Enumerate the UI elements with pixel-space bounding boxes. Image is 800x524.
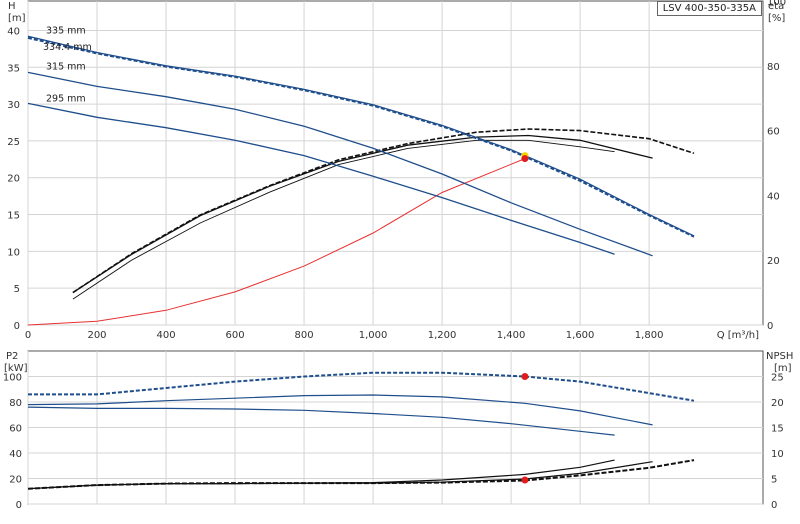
x-tick-label: 400 (156, 330, 175, 341)
head-tick-label: 5 (14, 284, 20, 295)
system-curve (27, 158, 526, 326)
npsh-tick-label: 5 (771, 475, 777, 486)
power-tick-label: 80 (9, 398, 22, 409)
eta-tick-label: 0 (767, 321, 773, 332)
power-curve (27, 394, 653, 426)
head-tick-label: 30 (7, 100, 20, 111)
x-tick-label: 0 (25, 330, 31, 341)
x-tick-label: 600 (225, 330, 244, 341)
power-tick-label: 20 (9, 475, 22, 486)
duty-point (521, 155, 529, 163)
duty-point (521, 476, 529, 484)
power-curve (28, 371, 695, 402)
power-tick-label: 40 (9, 449, 22, 460)
head-tick-label: 40 (7, 26, 20, 37)
x-tick-label: 200 (87, 330, 106, 341)
npsh-tick-label: 0 (771, 500, 777, 511)
head-tick-label: 0 (14, 321, 20, 332)
eta-tick-label: 20 (767, 256, 780, 267)
eta-tick-label: 60 (767, 127, 780, 138)
head-curve-label: 295 mm (46, 93, 86, 104)
npsh-tick-label: 10 (771, 449, 784, 460)
head-curve (27, 102, 615, 255)
duty-point (521, 373, 529, 380)
npsh-tick-label: 25 (771, 373, 784, 384)
x-tick-label: 1,800 (635, 330, 664, 341)
power-axis-unit: [kW] (4, 363, 28, 374)
eta-tick-label: 40 (767, 191, 780, 202)
head-curve-label: 315 mm (46, 61, 86, 72)
power-curve (27, 406, 615, 436)
head-tick-label: 10 (7, 247, 20, 258)
x-tick-label: 800 (295, 330, 314, 341)
head-curve-label: 335 mm (46, 25, 86, 36)
power-axis-title: P2 (6, 351, 18, 362)
x-axis-title: Q [m³/h] (717, 330, 759, 341)
power-tick-label: 60 (9, 424, 22, 435)
head-tick-label: 15 (7, 211, 20, 222)
eta-tick-label: 100 (767, 0, 786, 8)
eta-tick-label: 80 (767, 62, 780, 73)
x-tick-label: 1,400 (497, 330, 526, 341)
head-tick-label: 35 (7, 63, 20, 74)
x-tick-label: 1,600 (566, 330, 595, 341)
head-tick-label: 25 (7, 137, 20, 148)
npsh-curve (27, 459, 615, 490)
efficiency-curve (72, 134, 653, 294)
head-curve (27, 71, 653, 257)
head-curve (27, 36, 695, 238)
power-tick-label: 0 (16, 500, 22, 511)
x-tick-label: 1,000 (359, 330, 388, 341)
head-axis-unit: [m] (8, 13, 26, 24)
npsh-axis-unit: [m] (774, 363, 792, 374)
head-axis-title: H (8, 1, 16, 12)
head-plot-frame (27, 0, 764, 326)
head-tick-label: 20 (7, 174, 20, 185)
power-tick-label: 100 (3, 373, 22, 384)
x-tick-label: 1,200 (428, 330, 457, 341)
model-label: LSV 400-350-335A (662, 3, 756, 14)
efficiency-curve (72, 139, 615, 300)
npsh-tick-label: 20 (771, 398, 784, 409)
eta-axis-unit: [%] (768, 13, 785, 24)
head-curve-label: 334.4 mm (43, 42, 92, 53)
npsh-axis-title: NPSH (766, 351, 793, 362)
eta-axis-title: eta (768, 1, 784, 12)
model-label-box: LSV 400-350-335A (656, 1, 762, 16)
npsh-tick-label: 15 (771, 424, 784, 435)
